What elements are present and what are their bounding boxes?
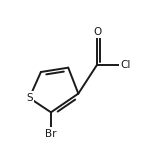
Text: S: S [26, 93, 33, 103]
Text: O: O [93, 27, 101, 37]
Text: Cl: Cl [120, 60, 130, 70]
Text: Br: Br [45, 129, 57, 139]
